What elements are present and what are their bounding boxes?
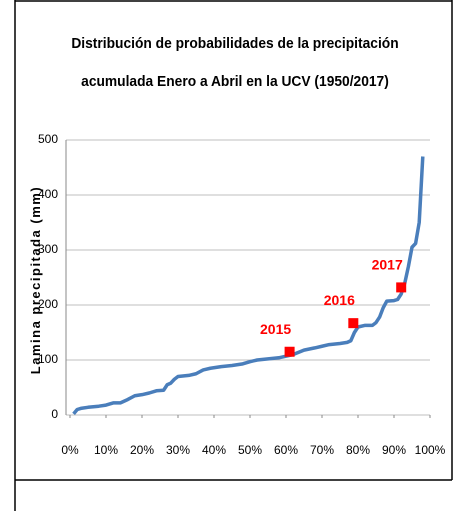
x-tick-label: 70%	[310, 443, 334, 457]
y-tick-label: 200	[38, 297, 58, 311]
y-tick-label: 100	[38, 352, 58, 366]
data-line	[72, 156, 425, 416]
y-tick-label: 0	[51, 407, 58, 421]
y-axis-label: Lamina precipitada (mm)	[28, 186, 43, 374]
y-tick-label: 400	[38, 187, 58, 201]
y-tick-label: 300	[38, 242, 58, 256]
point-label: 2017	[372, 256, 403, 272]
x-tick-label: 30%	[166, 443, 190, 457]
y-tick-label: 500	[38, 132, 58, 146]
x-tick-label: 80%	[346, 443, 370, 457]
point-marker	[396, 282, 407, 293]
x-tick-label: 90%	[382, 443, 406, 457]
point-label: 2015	[260, 321, 291, 337]
x-tick-label: 20%	[130, 443, 154, 457]
point-marker	[348, 318, 359, 329]
point-marker	[284, 346, 295, 357]
x-tick-label: 60%	[274, 443, 298, 457]
x-tick-label: 50%	[238, 443, 262, 457]
x-tick-label: 10%	[94, 443, 118, 457]
x-tick-label: 0%	[61, 443, 79, 457]
x-tick-label: 40%	[202, 443, 226, 457]
chart-title: acumulada Enero a Abril en la UCV (1950/…	[81, 74, 389, 91]
x-tick-label: 100%	[415, 443, 446, 457]
point-label: 2016	[324, 292, 355, 308]
chart-title: Distribución de probabilidades de la pre…	[71, 36, 398, 53]
